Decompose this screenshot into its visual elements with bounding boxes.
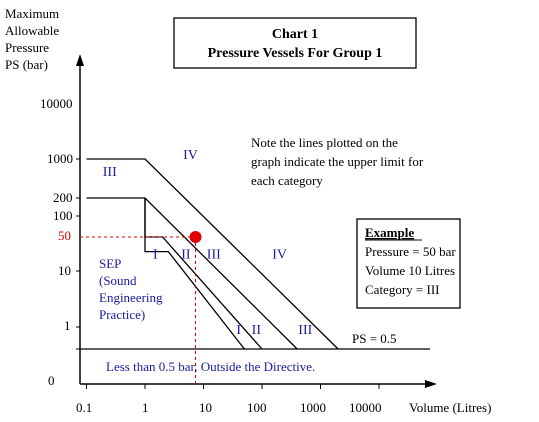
x-tick-label: 10000 [349, 400, 382, 415]
sep-text-line: Engineering [99, 290, 163, 305]
chart-subtitle: Pressure Vessels For Group 1 [208, 46, 383, 61]
y-axis-label-line: PS (bar) [5, 57, 48, 72]
title-box: Chart 1 Pressure Vessels For Group 1 [173, 17, 417, 69]
y-axis-label: Maximum Allowable Pressure PS (bar) [5, 6, 59, 72]
example-marker-point [189, 231, 202, 243]
sep-text: SEP (Sound Engineering Practice) [99, 256, 163, 322]
x-tick-label: 10 [199, 400, 212, 415]
y-tick-label: 10000 [40, 96, 73, 111]
x-ticks: 0.1 1 10 100 1000 10000 [76, 400, 382, 415]
y-axis-arrow [76, 54, 84, 66]
ps-limit-label: PS = 0.5 [352, 331, 397, 346]
category-line-iv [86, 158, 339, 350]
category-label: III [207, 248, 221, 263]
y-tick-label: 200 [53, 190, 73, 205]
y-ticks: 10000 1000 200 100 10 1 0 50 [40, 96, 73, 388]
chart-title: Chart 1 [272, 27, 318, 42]
axes [76, 54, 437, 388]
category-label: IV [183, 148, 198, 163]
example-box: Example Pressure = 50 bar Volume 10 Litr… [356, 218, 461, 309]
x-tick-label: 100 [247, 400, 267, 415]
y-axis-label-line: Allowable [5, 23, 59, 38]
note-line: graph indicate the upper limit for [251, 154, 424, 169]
example-line: Category = III [365, 282, 439, 297]
y-tick-label: 1000 [47, 151, 73, 166]
category-label: III [103, 165, 117, 180]
y-tick-label: 10 [58, 263, 71, 278]
sep-text-line: SEP [99, 256, 121, 271]
category-label: I [236, 323, 241, 338]
x-tick-label: 0.1 [76, 400, 92, 415]
category-line-iii [86, 197, 298, 350]
y-axis-label-line: Maximum [5, 6, 59, 21]
example-box-frame [356, 218, 461, 309]
category-label: III [298, 323, 312, 338]
note-line: Note the lines plotted on the [251, 135, 398, 150]
note-line: each category [251, 173, 323, 188]
y-tick-label: 0 [48, 373, 55, 388]
note-text: Note the lines plotted on the graph indi… [251, 135, 424, 188]
y-tick-label: 1 [64, 318, 71, 333]
title-box-frame [173, 17, 417, 69]
y-tick-label: 100 [53, 208, 73, 223]
outside-directive-text: Less than 0.5 bar, Outside the Directive… [106, 359, 315, 374]
y-tick-label-50: 50 [58, 228, 71, 243]
example-line: Pressure = 50 bar [365, 244, 456, 259]
x-axis-label: Volume (Litres) [409, 400, 491, 415]
category-line-ii [144, 198, 263, 350]
x-axis-arrow [425, 380, 437, 388]
example-heading: Example [365, 225, 414, 240]
y-axis-label-line: Pressure [5, 40, 49, 55]
category-label: I [153, 248, 158, 263]
category-label: II [181, 248, 191, 263]
x-tick-label: 1 [142, 400, 149, 415]
x-tick-label: 1000 [300, 400, 326, 415]
category-label: II [252, 323, 262, 338]
sep-text-line: (Sound [99, 273, 137, 288]
category-label: IV [272, 248, 287, 263]
example-line: Volume 10 Litres [365, 263, 455, 278]
sep-text-line: Practice) [99, 307, 145, 322]
